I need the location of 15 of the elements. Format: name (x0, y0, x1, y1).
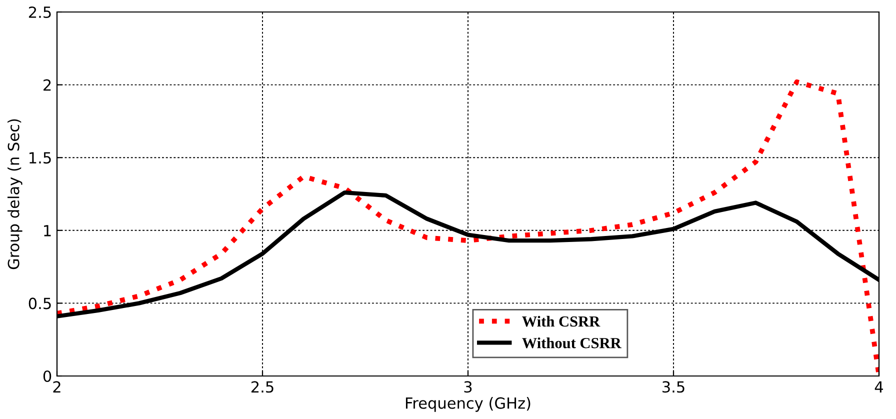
x-tick-label: 4 (874, 381, 884, 392)
y-tick-label: 1.5 (30, 152, 51, 164)
y-tick-label: 1 (44, 225, 51, 236)
legend-label: Without CSRR (522, 337, 622, 348)
y-tick-label: 0.5 (28, 298, 51, 310)
y-tick-label: 2 (44, 79, 51, 91)
x-tick-label: 2.5 (251, 381, 274, 393)
legend-label: With CSRR (522, 316, 600, 327)
x-tick-label: 3.5 (662, 381, 684, 393)
y-tick-label: 0 (43, 370, 52, 382)
x-axis-title: Frequency (GHz) (406, 397, 530, 412)
x-tick-label: 2 (53, 381, 60, 392)
y-axis-title: Group delay (n Sec) (8, 119, 22, 270)
y-tick-label: 2.5 (28, 6, 51, 18)
x-tick-label: 3 (464, 381, 472, 393)
